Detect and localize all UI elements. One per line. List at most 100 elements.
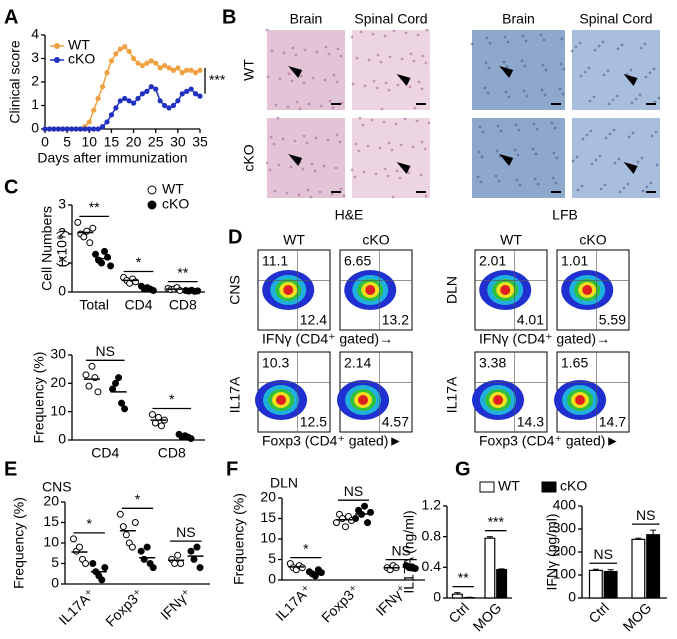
histology-row: WT [241, 59, 257, 81]
texture [420, 87, 424, 91]
point [175, 98, 181, 104]
texture [338, 140, 342, 144]
arrowhead [623, 74, 638, 86]
point [89, 224, 97, 232]
flow-column: WT [283, 232, 305, 248]
texture [272, 142, 276, 146]
texture [507, 95, 511, 99]
texture [630, 101, 634, 105]
point [174, 551, 182, 559]
x-tick-label: 15 [104, 134, 120, 150]
quadrant-value: 14.3 [517, 414, 544, 430]
x-tick-label: MOG [620, 599, 655, 634]
y-tick-label: 5 [268, 550, 276, 566]
point [187, 547, 195, 555]
texture [327, 52, 331, 56]
arrowhead [396, 162, 411, 174]
texture [502, 60, 506, 64]
flow-density [358, 395, 369, 405]
texture [515, 178, 519, 182]
y-label: (x10⁶) [54, 230, 70, 268]
texture [314, 136, 318, 140]
texture [481, 130, 485, 134]
texture [487, 66, 491, 70]
texture [629, 68, 633, 72]
texture [652, 67, 656, 71]
point [82, 126, 88, 132]
y-tick-label: 0 [568, 589, 576, 605]
texture [581, 137, 585, 141]
sig-label: ** [89, 199, 100, 215]
point [179, 91, 185, 97]
texture [570, 49, 574, 53]
point [108, 58, 115, 64]
point [73, 126, 79, 132]
point [82, 560, 89, 567]
texture [383, 34, 387, 38]
point [118, 399, 126, 407]
point [98, 259, 106, 267]
point [193, 543, 201, 551]
point [148, 58, 154, 64]
texture [611, 98, 615, 102]
point [171, 560, 179, 567]
texture [331, 106, 335, 110]
texture [616, 47, 620, 51]
texture [654, 130, 658, 134]
arrowhead [499, 66, 514, 78]
texture [503, 35, 507, 39]
point [352, 515, 360, 522]
point [112, 379, 120, 387]
texture [648, 71, 652, 75]
texture [612, 128, 616, 132]
point [188, 67, 194, 73]
point [82, 371, 90, 379]
texture [649, 181, 653, 185]
x-tick-label: Ctrl [445, 599, 472, 626]
point [364, 519, 372, 527]
texture [496, 124, 500, 128]
point [121, 405, 129, 413]
bar [588, 569, 603, 599]
y-label: Cell Numbers [39, 206, 55, 291]
texture [384, 81, 388, 85]
quadrant-value: 5.59 [599, 312, 626, 328]
point [113, 51, 119, 57]
texture [524, 39, 528, 43]
quadrant-value: 2.14 [344, 355, 371, 371]
point [117, 98, 123, 104]
flow-y-label: IL17A [444, 376, 460, 413]
texture [310, 162, 314, 166]
texture [518, 183, 522, 187]
texture [650, 134, 654, 138]
texture [408, 85, 412, 89]
x-tick-label: CD4 [91, 445, 119, 461]
point [86, 126, 92, 132]
histology-image [572, 118, 660, 198]
quadrant-value: 12.5 [300, 414, 327, 430]
point [139, 62, 146, 69]
point [85, 382, 93, 390]
texture [483, 86, 487, 90]
point [126, 48, 132, 55]
texture [644, 75, 648, 79]
texture [375, 86, 379, 90]
texture [358, 116, 362, 120]
texture [424, 194, 428, 198]
texture [417, 80, 421, 84]
texture [303, 48, 307, 52]
point [104, 119, 110, 125]
texture [416, 33, 420, 37]
texture [598, 154, 602, 158]
texture [558, 87, 562, 91]
point [91, 107, 97, 113]
texture [516, 153, 520, 157]
texture [640, 156, 644, 160]
flow-x-label: Foxp3 (CD4⁺ gated)► [479, 433, 619, 449]
point [128, 543, 136, 551]
texture [513, 148, 517, 152]
texture [276, 116, 280, 120]
quadrant-value: 10.3 [262, 355, 289, 371]
flow-density [283, 285, 294, 295]
texture [322, 164, 326, 168]
